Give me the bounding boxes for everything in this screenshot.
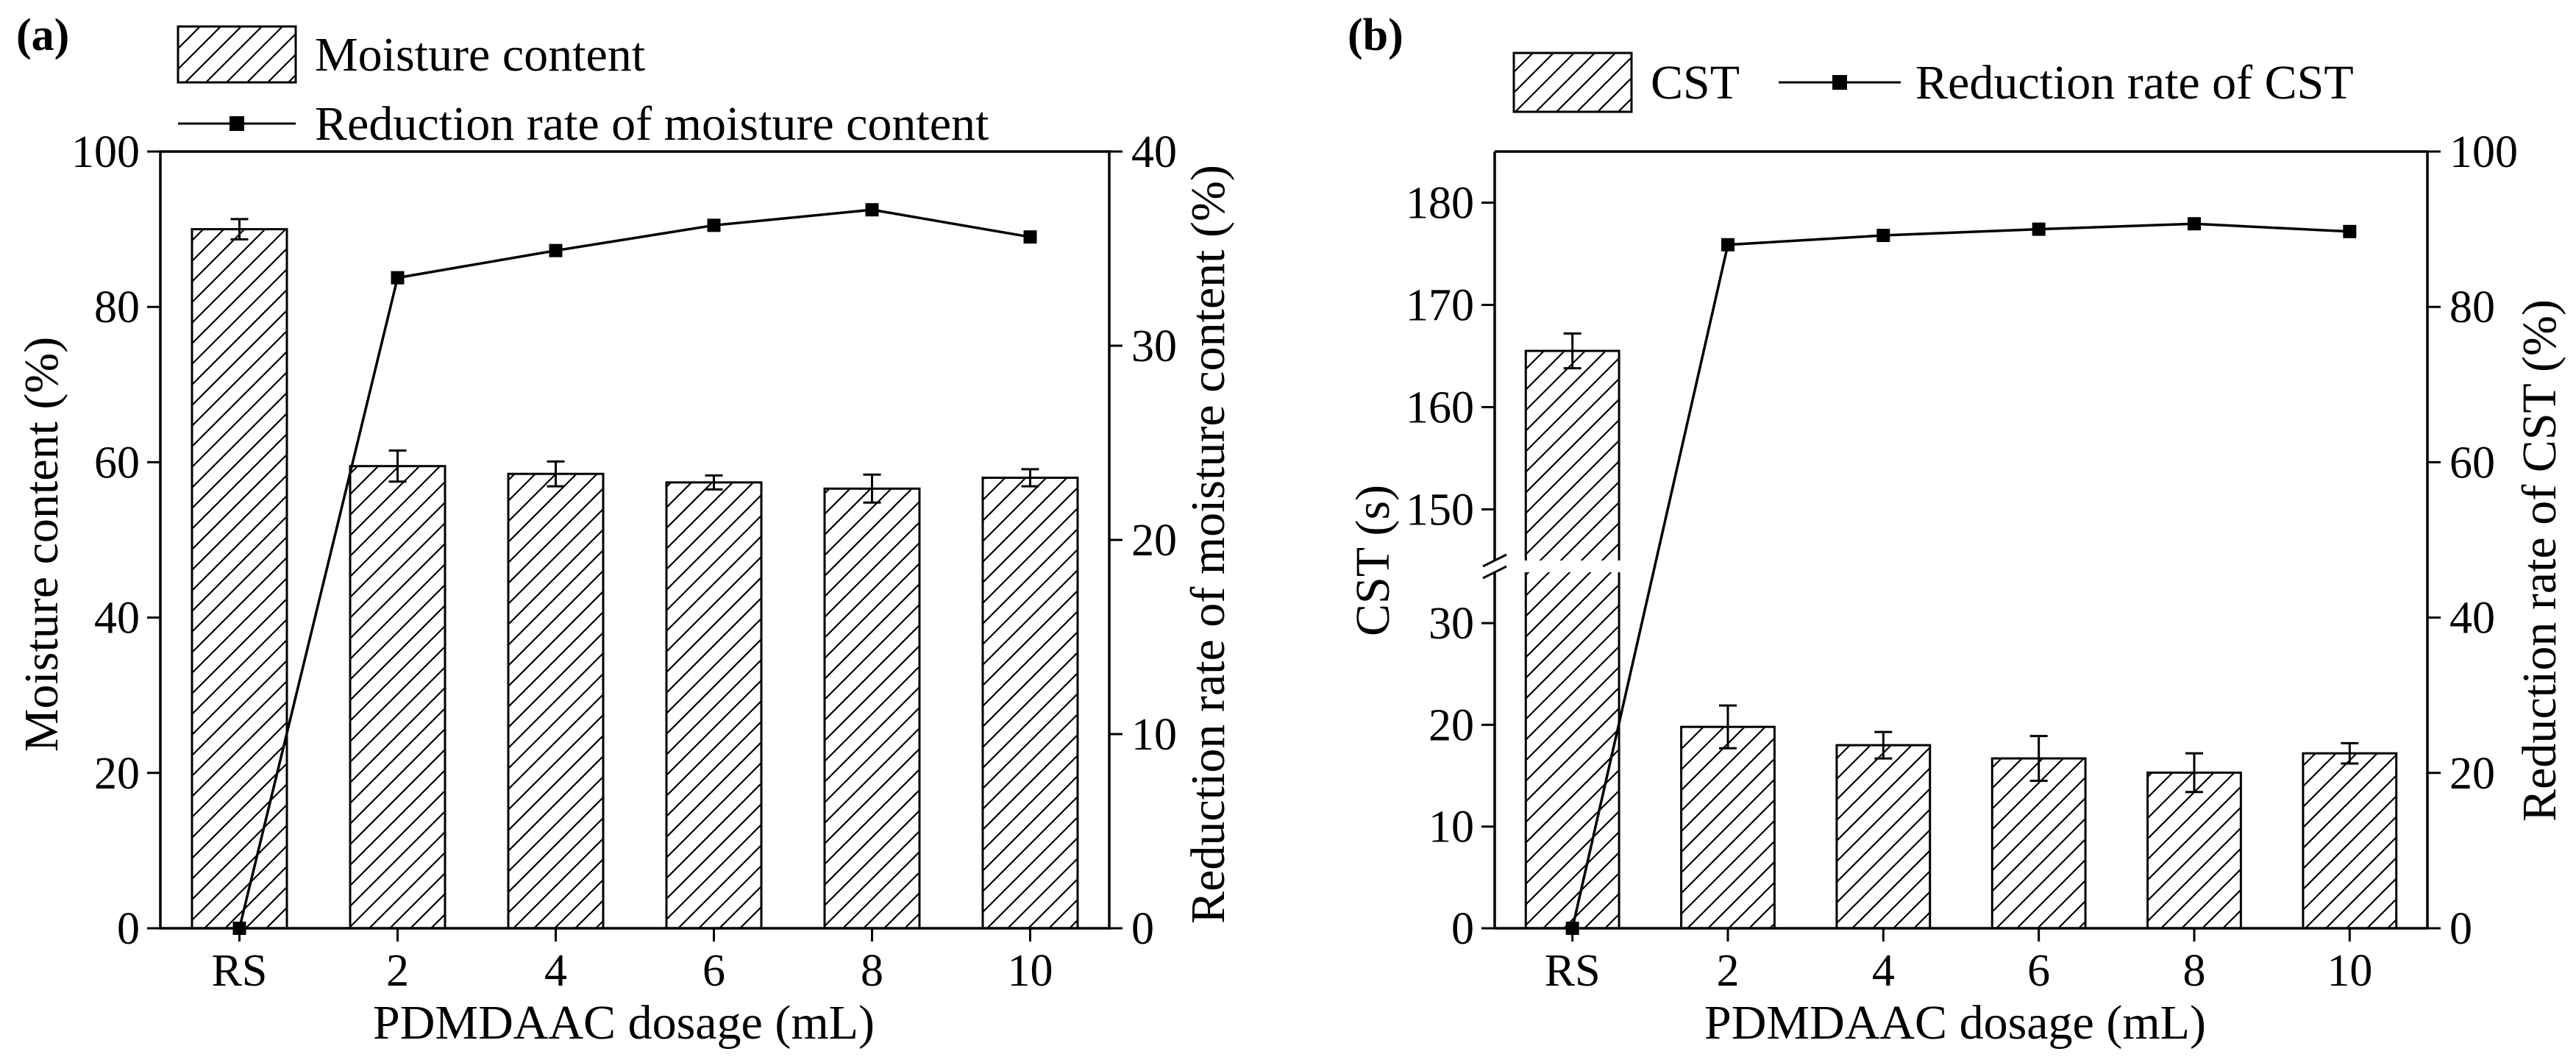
panel-a-x-tick-label-10: 10 bbox=[1008, 946, 1053, 996]
panel-b-legend-bar-swatch bbox=[1512, 51, 1633, 113]
panel-b-y-tick-label-150: 150 bbox=[1406, 485, 1474, 535]
panel-a-y2-tick-label-0: 0 bbox=[1131, 904, 1154, 954]
panel-a-y2-tick-label-30: 30 bbox=[1131, 321, 1177, 371]
panel-b-bar-2 bbox=[1680, 725, 1776, 930]
panel-b-legend: CST Reduction rate of CST bbox=[1512, 51, 2354, 113]
panel-b-bar-RS bbox=[1524, 349, 1620, 930]
panel-a-y-tick-label-0: 0 bbox=[117, 904, 140, 954]
panel-a-legend-line-marker bbox=[230, 116, 244, 131]
panel-b-y-tick-label-20: 20 bbox=[1428, 700, 1474, 750]
panel-b-x-tick-label-RS: RS bbox=[1545, 946, 1601, 996]
panel-a-x-tick-label-RS: RS bbox=[212, 946, 268, 996]
panel-a-line-point-6 bbox=[707, 218, 721, 232]
panel-b-label: (b) bbox=[1348, 10, 1403, 60]
panel-b-y-tick-label-170: 170 bbox=[1406, 281, 1474, 331]
panel-b-x-axis-title: PDMDAAC dosage (mL) bbox=[1704, 996, 2206, 1050]
panel-b-y-tick-label-30: 30 bbox=[1428, 599, 1474, 649]
panel-b-line-point-10 bbox=[2343, 224, 2357, 238]
panel-b-line-point-8 bbox=[2188, 217, 2201, 231]
panel-a-y-tick-label-80: 80 bbox=[94, 282, 140, 332]
panel-a-x-axis-title: PDMDAAC dosage (mL) bbox=[373, 996, 875, 1050]
panel-a-x-tick-label-2: 2 bbox=[386, 946, 409, 996]
panel-b-bar-6 bbox=[1990, 757, 2087, 930]
panel-b-line-point-4 bbox=[1876, 229, 1890, 243]
panel-a-line-point-2 bbox=[391, 271, 405, 285]
panel-a-y2-tick-label-10: 10 bbox=[1131, 710, 1177, 760]
panel-a: (a) Moisture content Reduction rate of m… bbox=[15, 10, 1235, 1050]
panel-a-bar-2 bbox=[349, 465, 446, 930]
panel-a-legend: Moisture content Reduction rate of moist… bbox=[177, 25, 989, 151]
panel-a-line-point-4 bbox=[549, 243, 563, 257]
panel-b-y2-tick-label-100: 100 bbox=[2449, 127, 2518, 177]
panel-b-y2-tick-label-60: 60 bbox=[2449, 438, 2495, 488]
panel-a-y-tick-label-60: 60 bbox=[94, 438, 140, 488]
panel-b-x-tick-label-8: 8 bbox=[2183, 946, 2206, 996]
panel-a-reduction-line bbox=[238, 208, 1031, 929]
panel-b-x-tick-label-2: 2 bbox=[1717, 946, 1740, 996]
panel-b-y-tick-label-10: 10 bbox=[1428, 802, 1474, 853]
panel-b-y2-tick-label-0: 0 bbox=[2449, 904, 2472, 954]
panel-a-y-tick-label-40: 40 bbox=[94, 594, 140, 644]
panel-b-reduction-line bbox=[1570, 222, 2350, 929]
panel-a-bar-6 bbox=[665, 481, 763, 930]
panel-b-y-tick-label-180: 180 bbox=[1406, 179, 1474, 229]
panel-a-label: (a) bbox=[16, 10, 69, 60]
panel-a-frame bbox=[159, 150, 1111, 930]
panel-a-legend-bar-swatch bbox=[177, 25, 297, 84]
panel-b-x-tick-label-10: 10 bbox=[2327, 946, 2372, 996]
panel-b-y-tick-label-0: 0 bbox=[1451, 904, 1474, 954]
panel-b-y2-tick-label-40: 40 bbox=[2449, 594, 2495, 644]
panel-b-legend-bar-label: CST bbox=[1651, 56, 1740, 110]
panel-a-y-tick-label-20: 20 bbox=[94, 749, 140, 799]
panel-a-x-tick-label-6: 6 bbox=[702, 946, 725, 996]
panel-a-legend-line-label: Reduction rate of moisture content bbox=[315, 97, 989, 151]
panel-a-y2-axis-title: Reduction rate of moisture content (%) bbox=[1181, 165, 1235, 924]
panel-b-y-axis-title: CST (s) bbox=[1346, 485, 1400, 636]
panel-b-y2-tick-label-80: 80 bbox=[2449, 282, 2495, 332]
panel-b: (b) CST Reduction rate of CST 0102030150… bbox=[1346, 10, 2566, 1050]
panel-b-y2-axis-title: Reduction rate of CST (%) bbox=[2513, 299, 2566, 822]
panel-a-bar-RS bbox=[191, 228, 288, 930]
panel-b-plot-area: 0 10 20 30 150 160 170 180 0 20 40 60 80 100 RS 2 4 6 8 10 bbox=[1406, 127, 2518, 996]
panel-b-y2-tick-label-20: 20 bbox=[2449, 749, 2495, 799]
panel-b-bar-8 bbox=[2146, 771, 2242, 930]
panel-b-x-tick-label-6: 6 bbox=[2027, 946, 2050, 996]
panel-a-x-tick-label-8: 8 bbox=[861, 946, 883, 996]
panel-a-bar-4 bbox=[507, 472, 605, 930]
panel-b-line-point-6 bbox=[2032, 222, 2046, 236]
panel-b-bar-10 bbox=[2302, 752, 2398, 930]
panel-a-y2-tick-label-20: 20 bbox=[1131, 516, 1177, 566]
panel-b-bar-4 bbox=[1835, 744, 1932, 930]
panel-b-legend-line-label: Reduction rate of CST bbox=[1915, 56, 2354, 110]
panel-b-axis-break-gap bbox=[1473, 560, 2449, 572]
panel-a-line-point-8 bbox=[865, 203, 879, 217]
panel-b-line-point-2 bbox=[1721, 238, 1734, 252]
panel-a-y-axis-title: Moisture content (%) bbox=[15, 337, 68, 752]
panel-b-legend-line-marker bbox=[1832, 75, 1847, 90]
panel-b-y-tick-label-160: 160 bbox=[1406, 383, 1474, 433]
panel-b-x-tick-label-4: 4 bbox=[1872, 946, 1895, 996]
panel-a-y2-tick-label-40: 40 bbox=[1131, 127, 1177, 177]
panel-a-bar-8 bbox=[823, 487, 921, 930]
panel-a-y-tick-label-100: 100 bbox=[71, 127, 140, 177]
panel-a-plot-area: 0 20 40 60 80 100 0 10 20 30 40 RS 2 4 6 8 10 bbox=[71, 127, 1177, 996]
panel-a-bar-10 bbox=[981, 477, 1079, 930]
panel-a-legend-bar-label: Moisture content bbox=[315, 28, 645, 82]
panel-a-x-tick-label-4: 4 bbox=[544, 946, 567, 996]
panel-a-line-point-10 bbox=[1023, 230, 1037, 244]
